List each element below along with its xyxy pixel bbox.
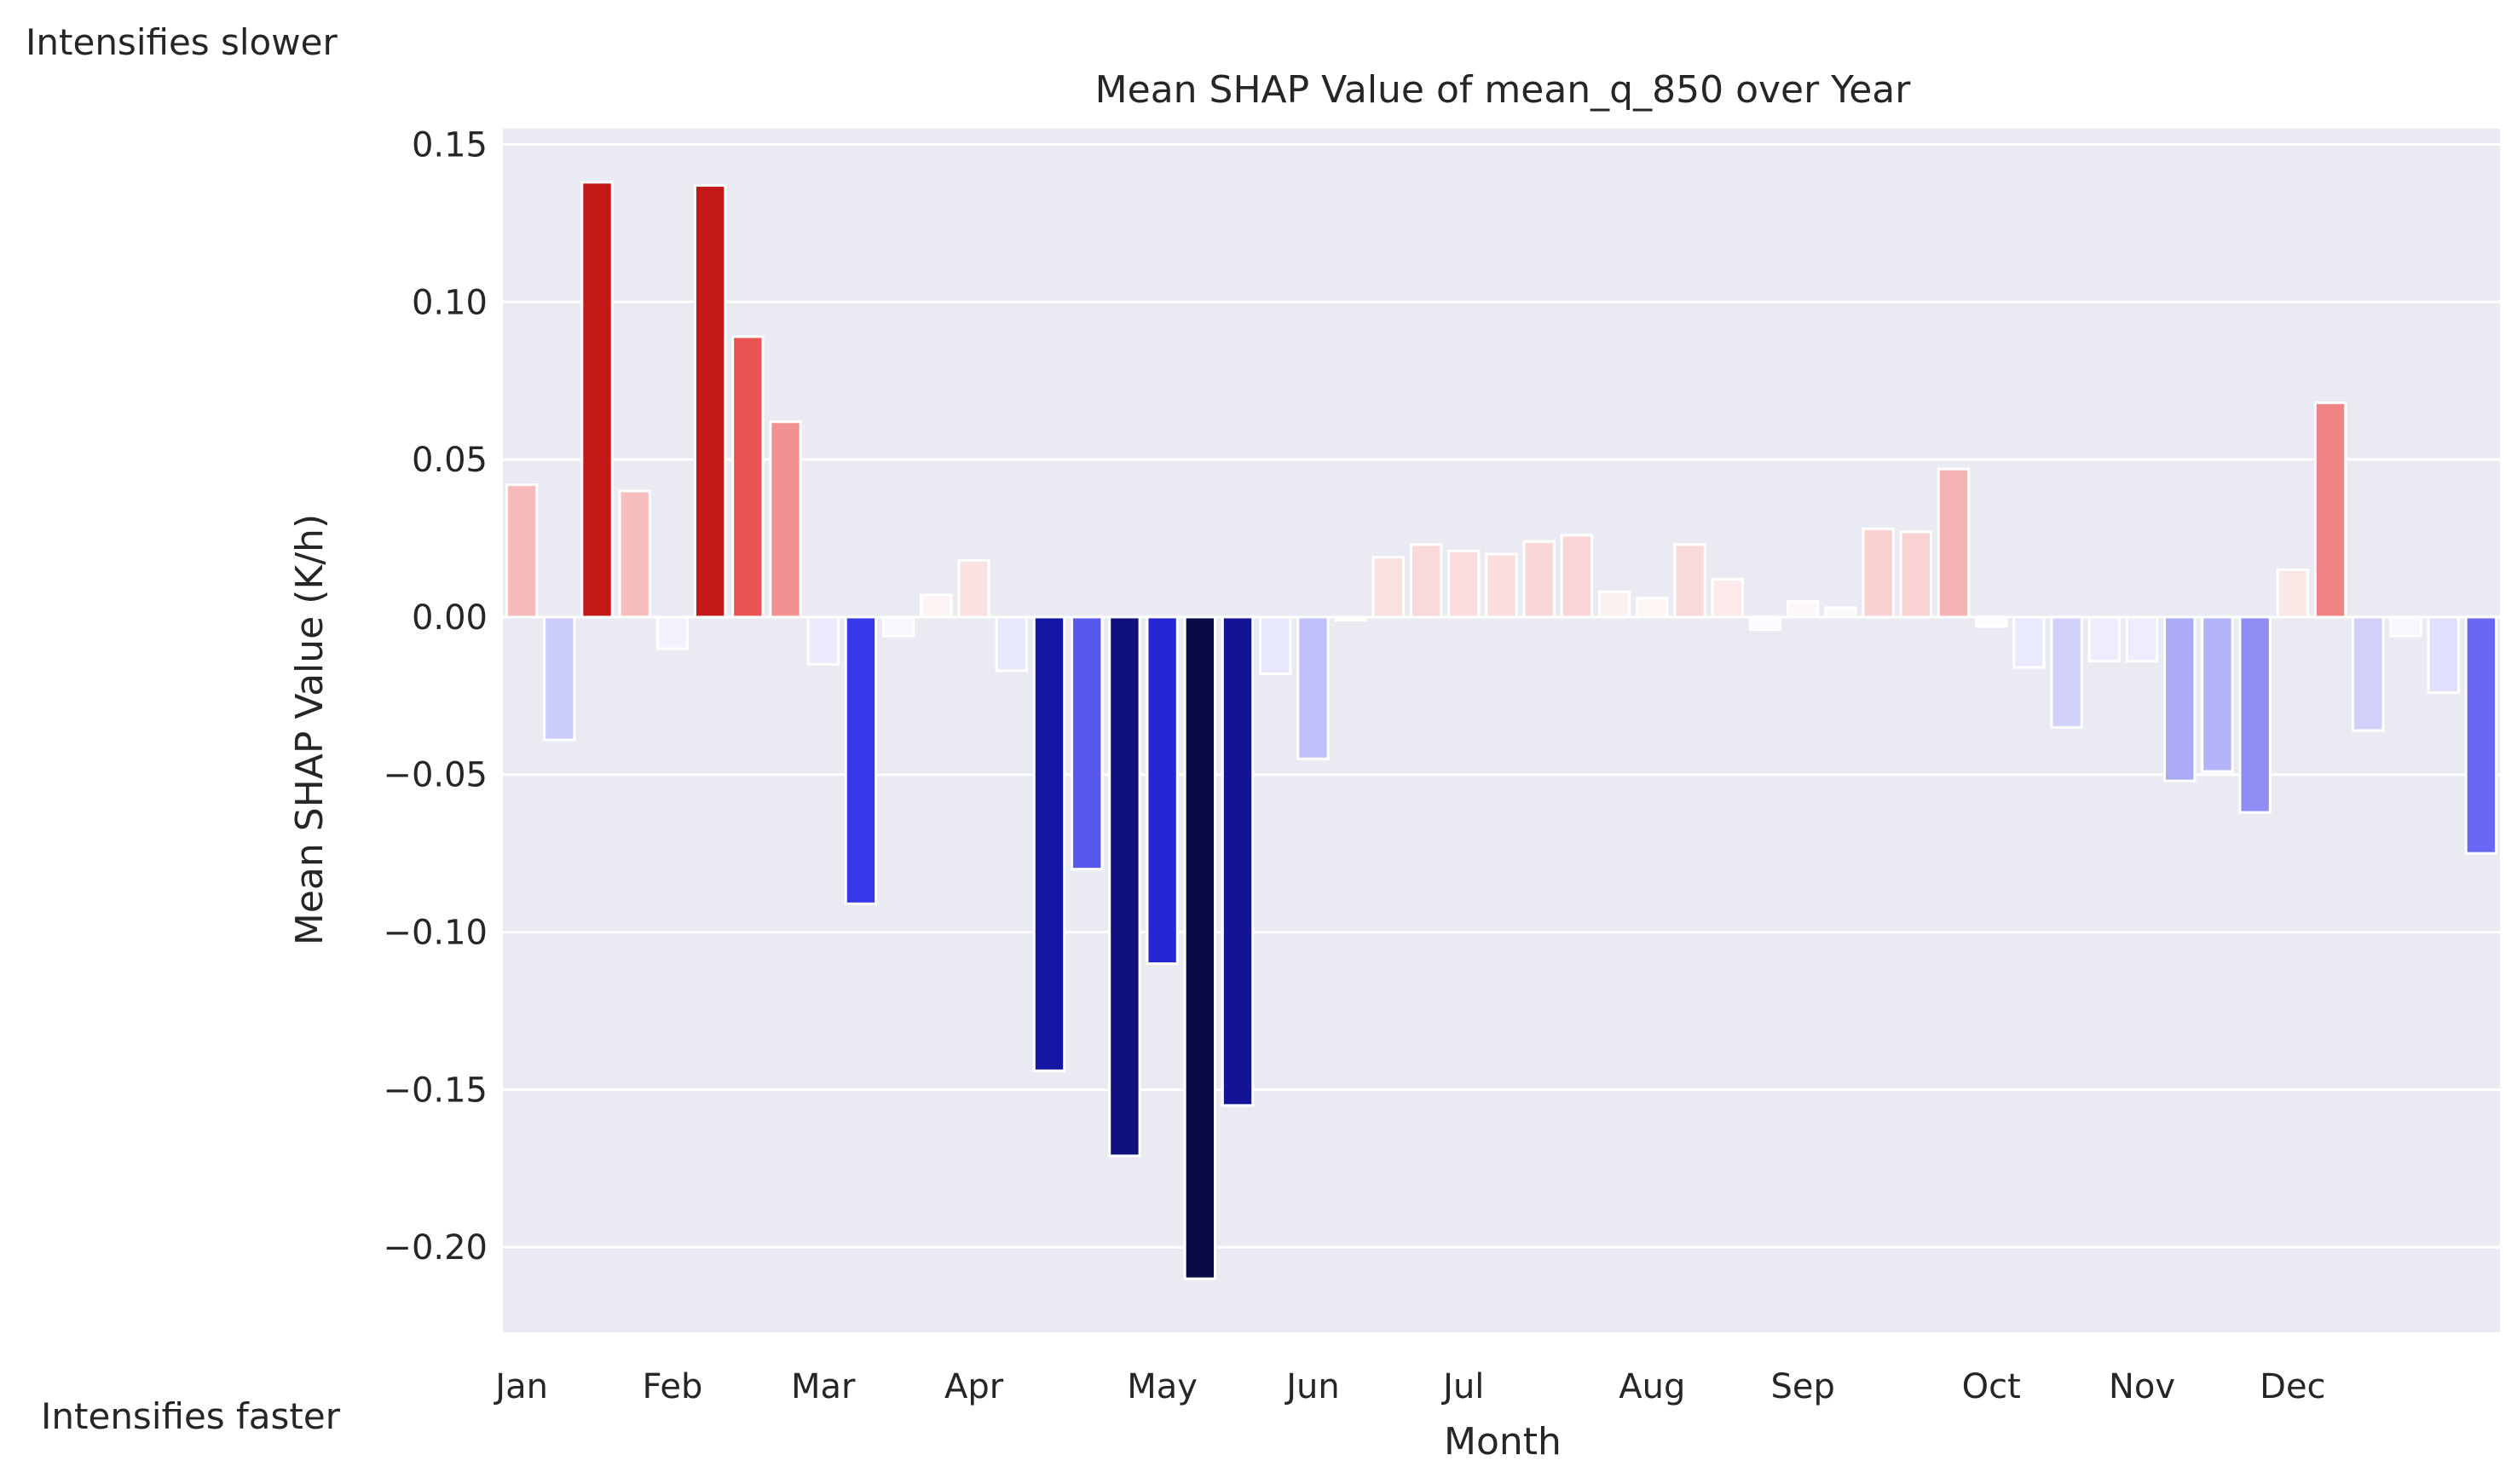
bar <box>1296 615 1330 760</box>
bars <box>505 181 2498 1280</box>
bar <box>1899 530 1932 619</box>
y-tick-label: −0.05 <box>383 756 488 795</box>
y-tick-label: 0.00 <box>412 598 488 638</box>
bar <box>1409 543 1443 619</box>
y-tick-label: 0.05 <box>412 441 488 480</box>
bar <box>1032 615 1066 1072</box>
x-tick-label: May <box>1127 1367 1198 1406</box>
bar <box>1711 578 1744 619</box>
bar <box>844 615 878 905</box>
bar <box>1447 549 1481 619</box>
bar <box>2427 615 2460 695</box>
bar <box>655 615 690 650</box>
y-tick-labels: 0.15 0.10 0.05 0.00 −0.05 −0.10 −0.15 −0.20 <box>383 125 488 1267</box>
bar <box>2201 615 2234 773</box>
bar <box>1522 540 1556 619</box>
bar <box>1071 615 1104 871</box>
bar <box>1221 615 1255 1107</box>
x-tick-label: Nov <box>2109 1367 2175 1406</box>
y-tick-label: 0.15 <box>412 125 488 165</box>
bar <box>881 615 915 638</box>
bar <box>1636 597 1669 619</box>
bar <box>2352 615 2385 732</box>
bar <box>1108 615 1141 1158</box>
bar <box>731 335 765 619</box>
x-tick-labels: Jan Feb Mar Apr May Jun Jul Aug Sep Oct Nov Dec <box>493 1367 2325 1406</box>
bar <box>806 615 840 666</box>
bar <box>1975 615 2008 628</box>
bar <box>2313 401 2347 619</box>
bar <box>769 420 802 619</box>
bar <box>957 558 990 619</box>
bar <box>1485 552 1518 619</box>
bar <box>1824 606 1857 619</box>
bar <box>2125 615 2159 663</box>
x-tick-label: Feb <box>643 1367 703 1406</box>
bar <box>2276 568 2310 619</box>
bar <box>2050 615 2083 729</box>
x-tick-label: Dec <box>2260 1367 2325 1406</box>
x-tick-label: Aug <box>1619 1367 1685 1406</box>
x-tick-label: Sep <box>1770 1367 1834 1406</box>
bar <box>1146 615 1179 966</box>
bar <box>2464 615 2498 855</box>
bar <box>995 615 1028 673</box>
x-tick-label: Jun <box>1284 1367 1340 1406</box>
bar <box>2238 615 2272 814</box>
x-tick-label: Apr <box>944 1367 1004 1406</box>
bar <box>1183 615 1217 1280</box>
bar <box>1597 590 1631 619</box>
bar <box>693 184 727 619</box>
y-tick-label: −0.10 <box>383 914 488 953</box>
y-tick-label: 0.10 <box>412 283 488 322</box>
plot-area <box>503 129 2500 1332</box>
bar <box>1748 615 1782 632</box>
bar <box>2163 615 2197 782</box>
y-tick-label: −0.20 <box>383 1228 488 1267</box>
bar <box>543 615 576 742</box>
bar <box>1937 467 1971 619</box>
bar <box>1560 534 1594 619</box>
bar <box>1673 543 1706 619</box>
y-tick-label: −0.15 <box>383 1071 488 1110</box>
bar <box>505 483 539 619</box>
x-tick-label: Jan <box>493 1367 548 1406</box>
bar <box>580 181 614 619</box>
intensifies-slower-label: Intensifies slower <box>26 21 338 63</box>
bar <box>1862 527 1895 619</box>
intensifies-faster-label: Intensifies faster <box>41 1395 341 1437</box>
x-tick-label: Mar <box>791 1367 856 1406</box>
bar <box>2012 615 2046 669</box>
y-axis-label: Mean SHAP Value (K/h) <box>288 514 332 945</box>
x-axis-label: Month <box>1444 1420 1562 1464</box>
x-tick-label: Oct <box>1962 1367 2021 1406</box>
bar <box>2087 615 2122 663</box>
bar <box>618 489 651 619</box>
bar <box>920 593 953 619</box>
bar <box>1259 615 1292 675</box>
bar <box>2389 615 2422 638</box>
x-tick-label: Jul <box>1440 1367 1484 1406</box>
bar <box>1371 556 1406 619</box>
chart-title: Mean SHAP Value of mean_q_850 over Year <box>1095 68 1912 112</box>
bar <box>1786 599 1820 619</box>
bar <box>1334 615 1367 622</box>
